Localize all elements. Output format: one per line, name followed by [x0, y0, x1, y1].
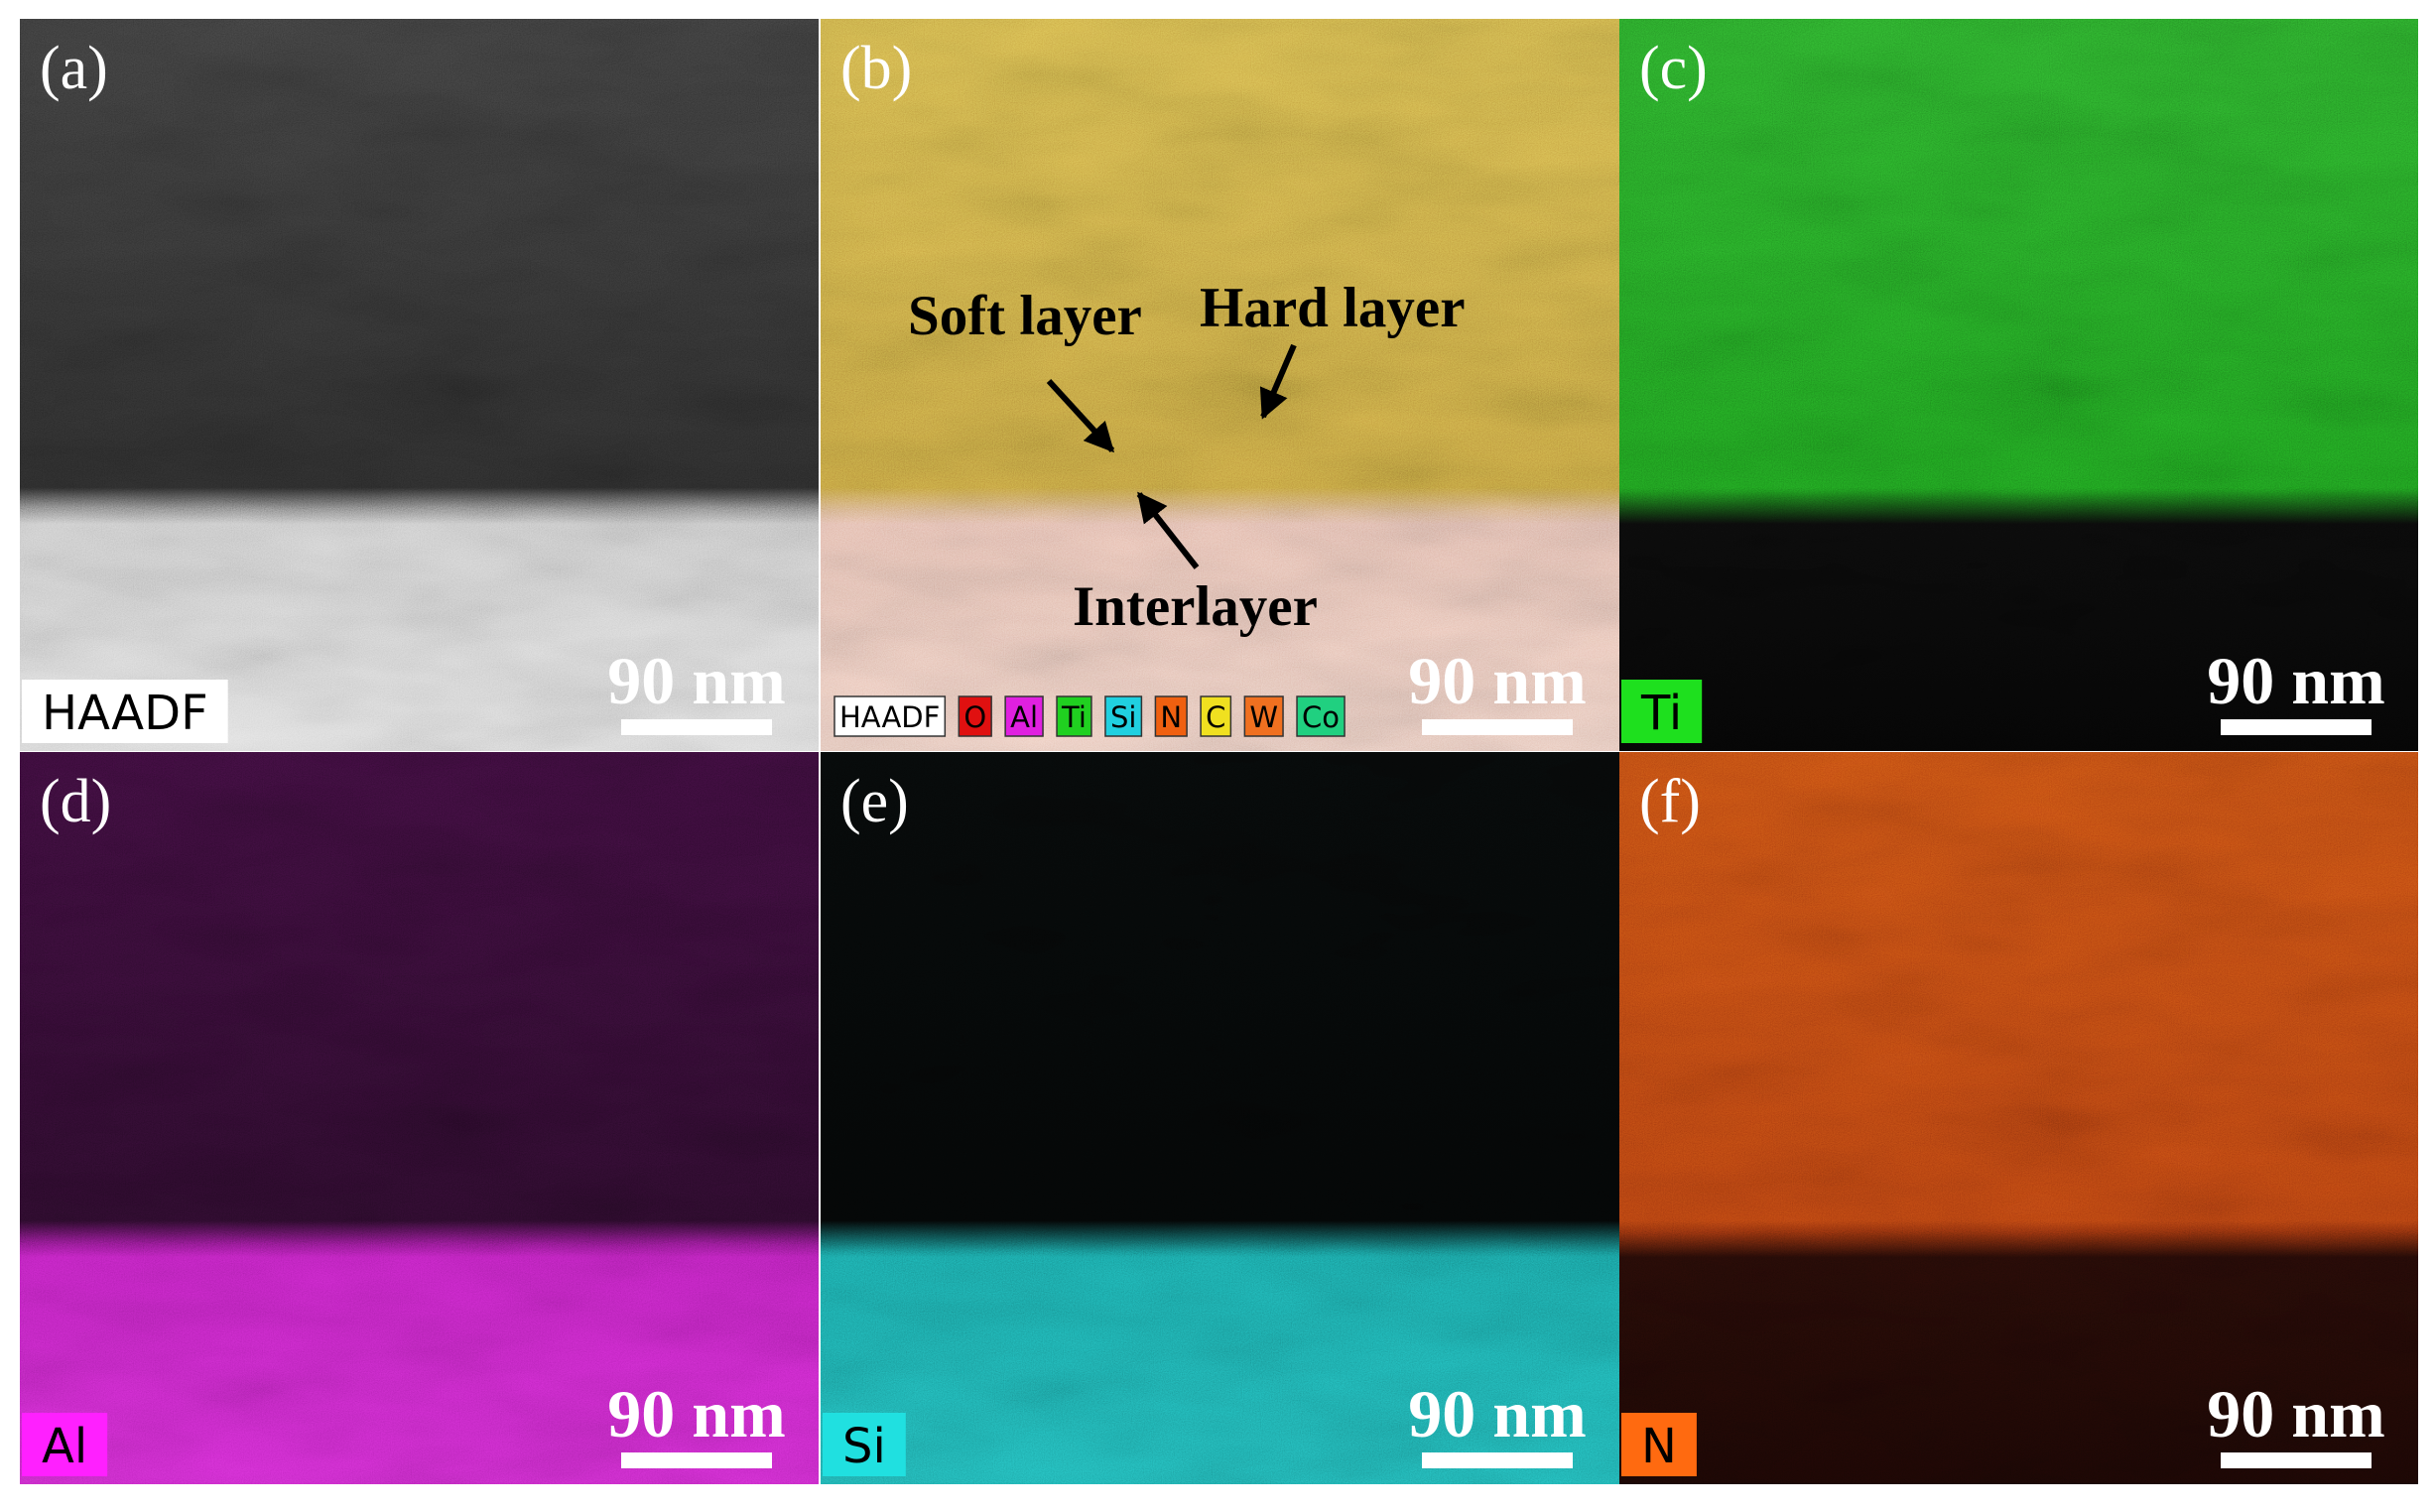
noise	[20, 752, 819, 1484]
scale-bar	[2221, 719, 2372, 735]
scale-bar-label: 90 nm	[607, 1376, 785, 1451]
scale-bar-label: 90 nm	[1408, 1376, 1586, 1451]
panel-label: (e)	[840, 768, 909, 835]
element-chip-label: O	[963, 700, 986, 734]
scale-bar	[2221, 1452, 2372, 1468]
noise	[821, 19, 1619, 751]
noise	[1619, 752, 2418, 1484]
annotation: Interlayer	[1073, 575, 1318, 638]
element-chip-label: C	[1206, 700, 1225, 734]
element-chip	[1056, 695, 1092, 737]
panel-label: (b)	[840, 35, 912, 102]
element-chip-label: N	[1160, 700, 1182, 734]
scale-bar-label: 90 nm	[2207, 1376, 2384, 1451]
element-chip	[1243, 695, 1284, 737]
element-chip	[958, 695, 992, 737]
element-tag-label: HAADF	[42, 686, 208, 741]
element-chip	[1154, 695, 1188, 737]
scale-bar	[1422, 719, 1573, 735]
panel: (b) 90 nm HAADF O Al Ti Si N C W Co Soft layer Hard …	[821, 19, 1619, 751]
scale-bar-label: 90 nm	[607, 643, 785, 718]
noise	[821, 752, 1619, 1484]
panel: (c) 90 nm Ti	[1619, 19, 2418, 751]
element-tag-label: N	[1641, 1419, 1677, 1474]
element-tag	[22, 680, 228, 743]
element-tag-label: Al	[42, 1419, 87, 1474]
scale-bar	[621, 719, 772, 735]
element-chip	[1200, 695, 1232, 737]
scale-bar	[1422, 1452, 1573, 1468]
annotation: Soft layer	[908, 285, 1142, 347]
element-tag	[1621, 680, 1703, 743]
scale-bar-label: 90 nm	[2207, 643, 2384, 718]
panel-label: (a)	[40, 35, 108, 102]
panel-label: (d)	[40, 768, 111, 835]
element-chip-label: Si	[1110, 700, 1136, 734]
element-chip	[1104, 695, 1143, 737]
annotation-arrow	[1046, 378, 1115, 453]
scale-bar	[621, 1452, 772, 1468]
panel-label: (c)	[1639, 35, 1708, 102]
panel-label: (f)	[1639, 768, 1701, 835]
panel: (a) 90 nm HAADF	[20, 19, 819, 751]
annotation-arrow	[1136, 491, 1200, 569]
element-chip	[1004, 695, 1044, 737]
element-chip	[833, 695, 947, 737]
element-tag-label: Si	[842, 1419, 886, 1474]
annotation: Hard layer	[1200, 277, 1466, 339]
noise	[1619, 19, 2418, 751]
element-tag	[1621, 1413, 1697, 1476]
element-tag-label: Ti	[1640, 686, 1682, 741]
panel: (f) 90 nm N	[1619, 752, 2418, 1484]
element-tag	[823, 1413, 906, 1476]
element-tag	[22, 1413, 108, 1476]
element-chip-label: Co	[1302, 700, 1340, 734]
noise	[20, 19, 819, 751]
element-chip-label: Al	[1010, 700, 1038, 734]
annotation-arrow	[1259, 343, 1297, 420]
panel: (d) 90 nm Al	[20, 752, 819, 1484]
scale-bar-label: 90 nm	[1408, 643, 1586, 718]
element-chip	[1296, 695, 1346, 737]
element-chip-label: W	[1249, 700, 1278, 734]
panel: (e) 90 nm Si	[821, 752, 1619, 1484]
element-chip-label: HAADF	[839, 700, 940, 734]
element-chip-label: Ti	[1061, 700, 1087, 734]
